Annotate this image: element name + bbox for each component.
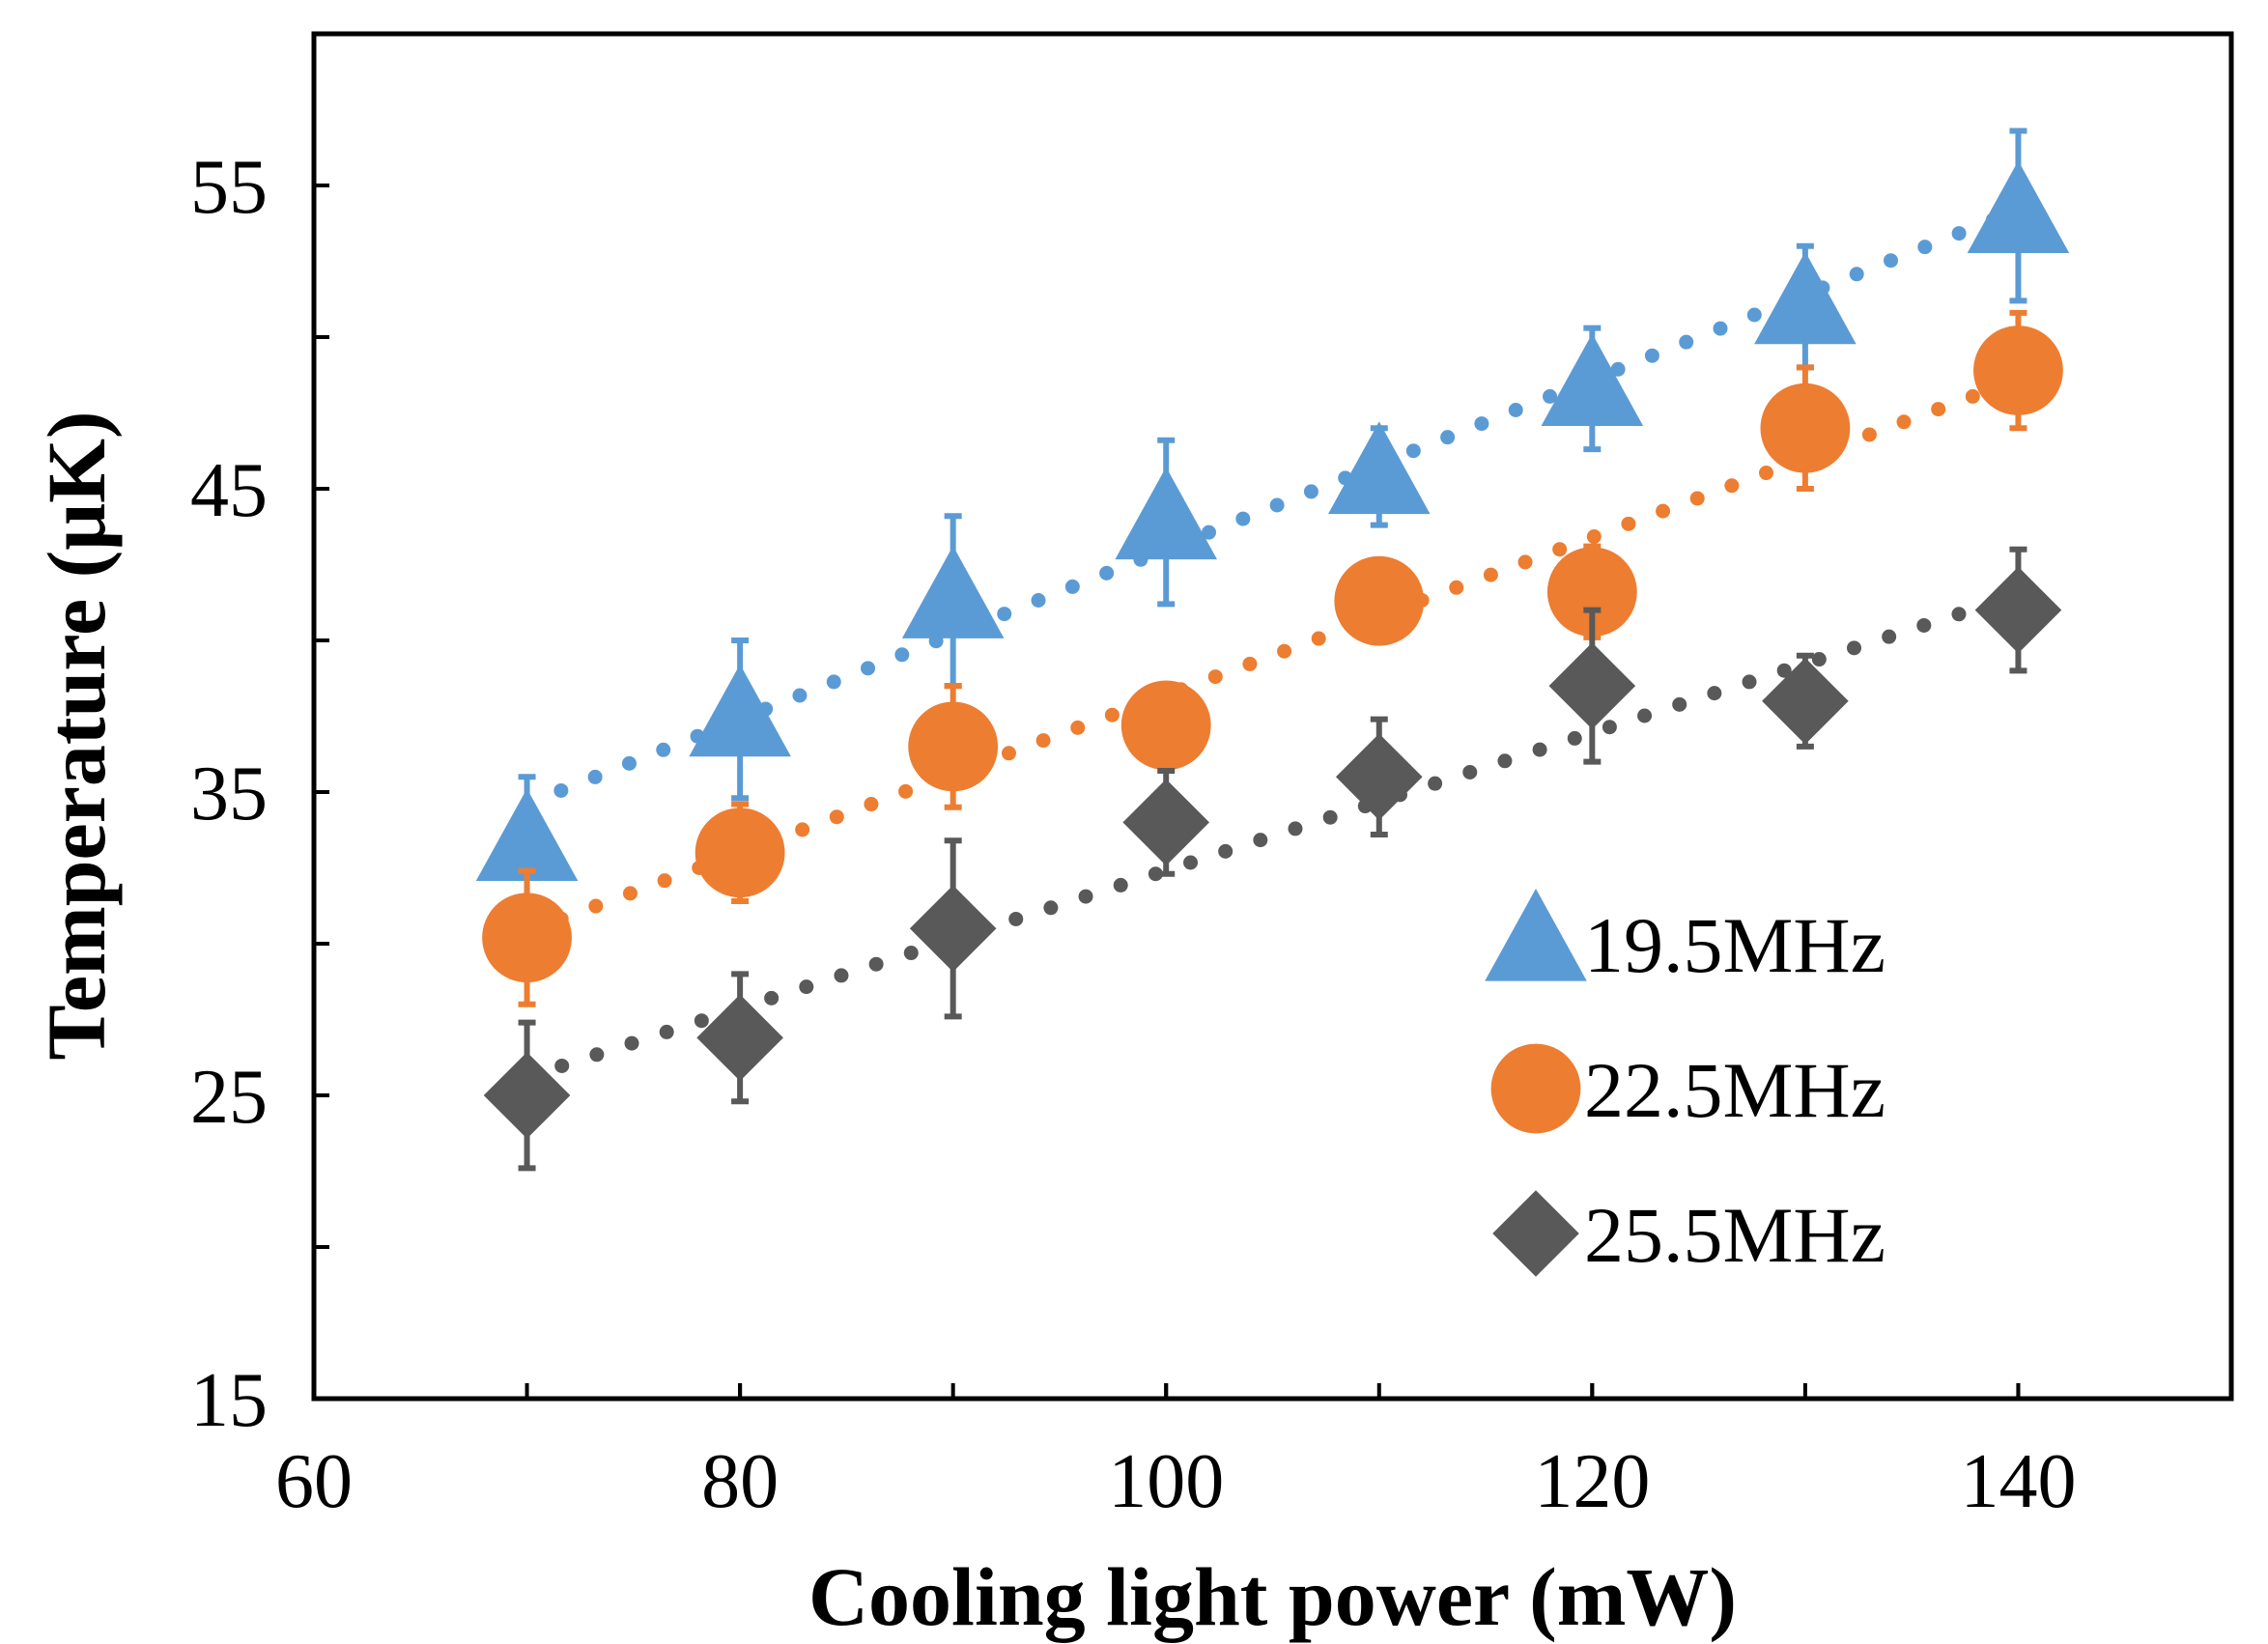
axes: 15 25 35 45 55 60 80 100 120 140 Cooling light pow… — [30, 31, 2234, 1643]
legend-label: 22.5MHz — [1584, 1046, 1885, 1134]
data-point — [695, 808, 785, 898]
data-point — [1120, 680, 1211, 771]
series-19.5MHz — [475, 128, 2070, 914]
data-point — [1541, 333, 1644, 427]
data-point — [1327, 421, 1431, 515]
data-point — [1974, 566, 2062, 654]
legend-marker — [1490, 1043, 1581, 1134]
series-25.5MHz — [483, 546, 2062, 1172]
trendline — [520, 587, 2026, 1085]
data-point — [475, 788, 579, 882]
data-point — [1334, 555, 1425, 646]
data-point — [1115, 467, 1218, 560]
plot-area — [475, 128, 2070, 1172]
x-tick-label: 60 — [275, 1439, 353, 1524]
data-point — [689, 664, 791, 757]
x-tick-label: 80 — [701, 1439, 779, 1524]
legend-marker — [1492, 1190, 1579, 1277]
data-point — [909, 885, 997, 973]
data-point — [1762, 658, 1849, 745]
y-tick-label: 25 — [190, 1055, 268, 1140]
data-point — [1967, 160, 2070, 254]
legend-label: 25.5MHz — [1584, 1191, 1885, 1279]
trendline — [520, 372, 2026, 939]
data-point — [483, 1052, 571, 1139]
x-tick-label: 120 — [1534, 1439, 1650, 1524]
data-point — [908, 701, 999, 792]
data-point — [1335, 733, 1423, 821]
plot-frame — [311, 31, 2234, 1402]
legend-label: 19.5MHz — [1584, 901, 1885, 989]
data-point — [1548, 642, 1636, 729]
y-tick-label: 45 — [190, 448, 268, 533]
series-22.5MHz — [482, 309, 2063, 1007]
data-point — [696, 994, 783, 1082]
x-tick-label: 100 — [1108, 1439, 1224, 1524]
trendline — [520, 202, 2026, 812]
data-point — [1122, 779, 1210, 866]
y-tick-label: 35 — [190, 751, 268, 836]
data-point — [901, 546, 1005, 638]
y-tick-label: 55 — [190, 145, 268, 230]
legend-marker — [1485, 888, 1587, 981]
legend: 19.5MHz 22.5MHz 25.5MHz — [1485, 888, 1885, 1279]
data-point — [1973, 326, 2063, 415]
y-tick-label: 15 — [190, 1358, 268, 1443]
data-point — [1546, 547, 1637, 638]
x-axis-title: Cooling light power (mW) — [808, 1550, 1737, 1643]
data-point — [482, 893, 572, 983]
data-point — [1754, 251, 1857, 345]
data-point — [1760, 383, 1851, 473]
y-axis-title: Temperature (μK) — [30, 411, 123, 1060]
x-tick-label: 140 — [1960, 1439, 2076, 1524]
